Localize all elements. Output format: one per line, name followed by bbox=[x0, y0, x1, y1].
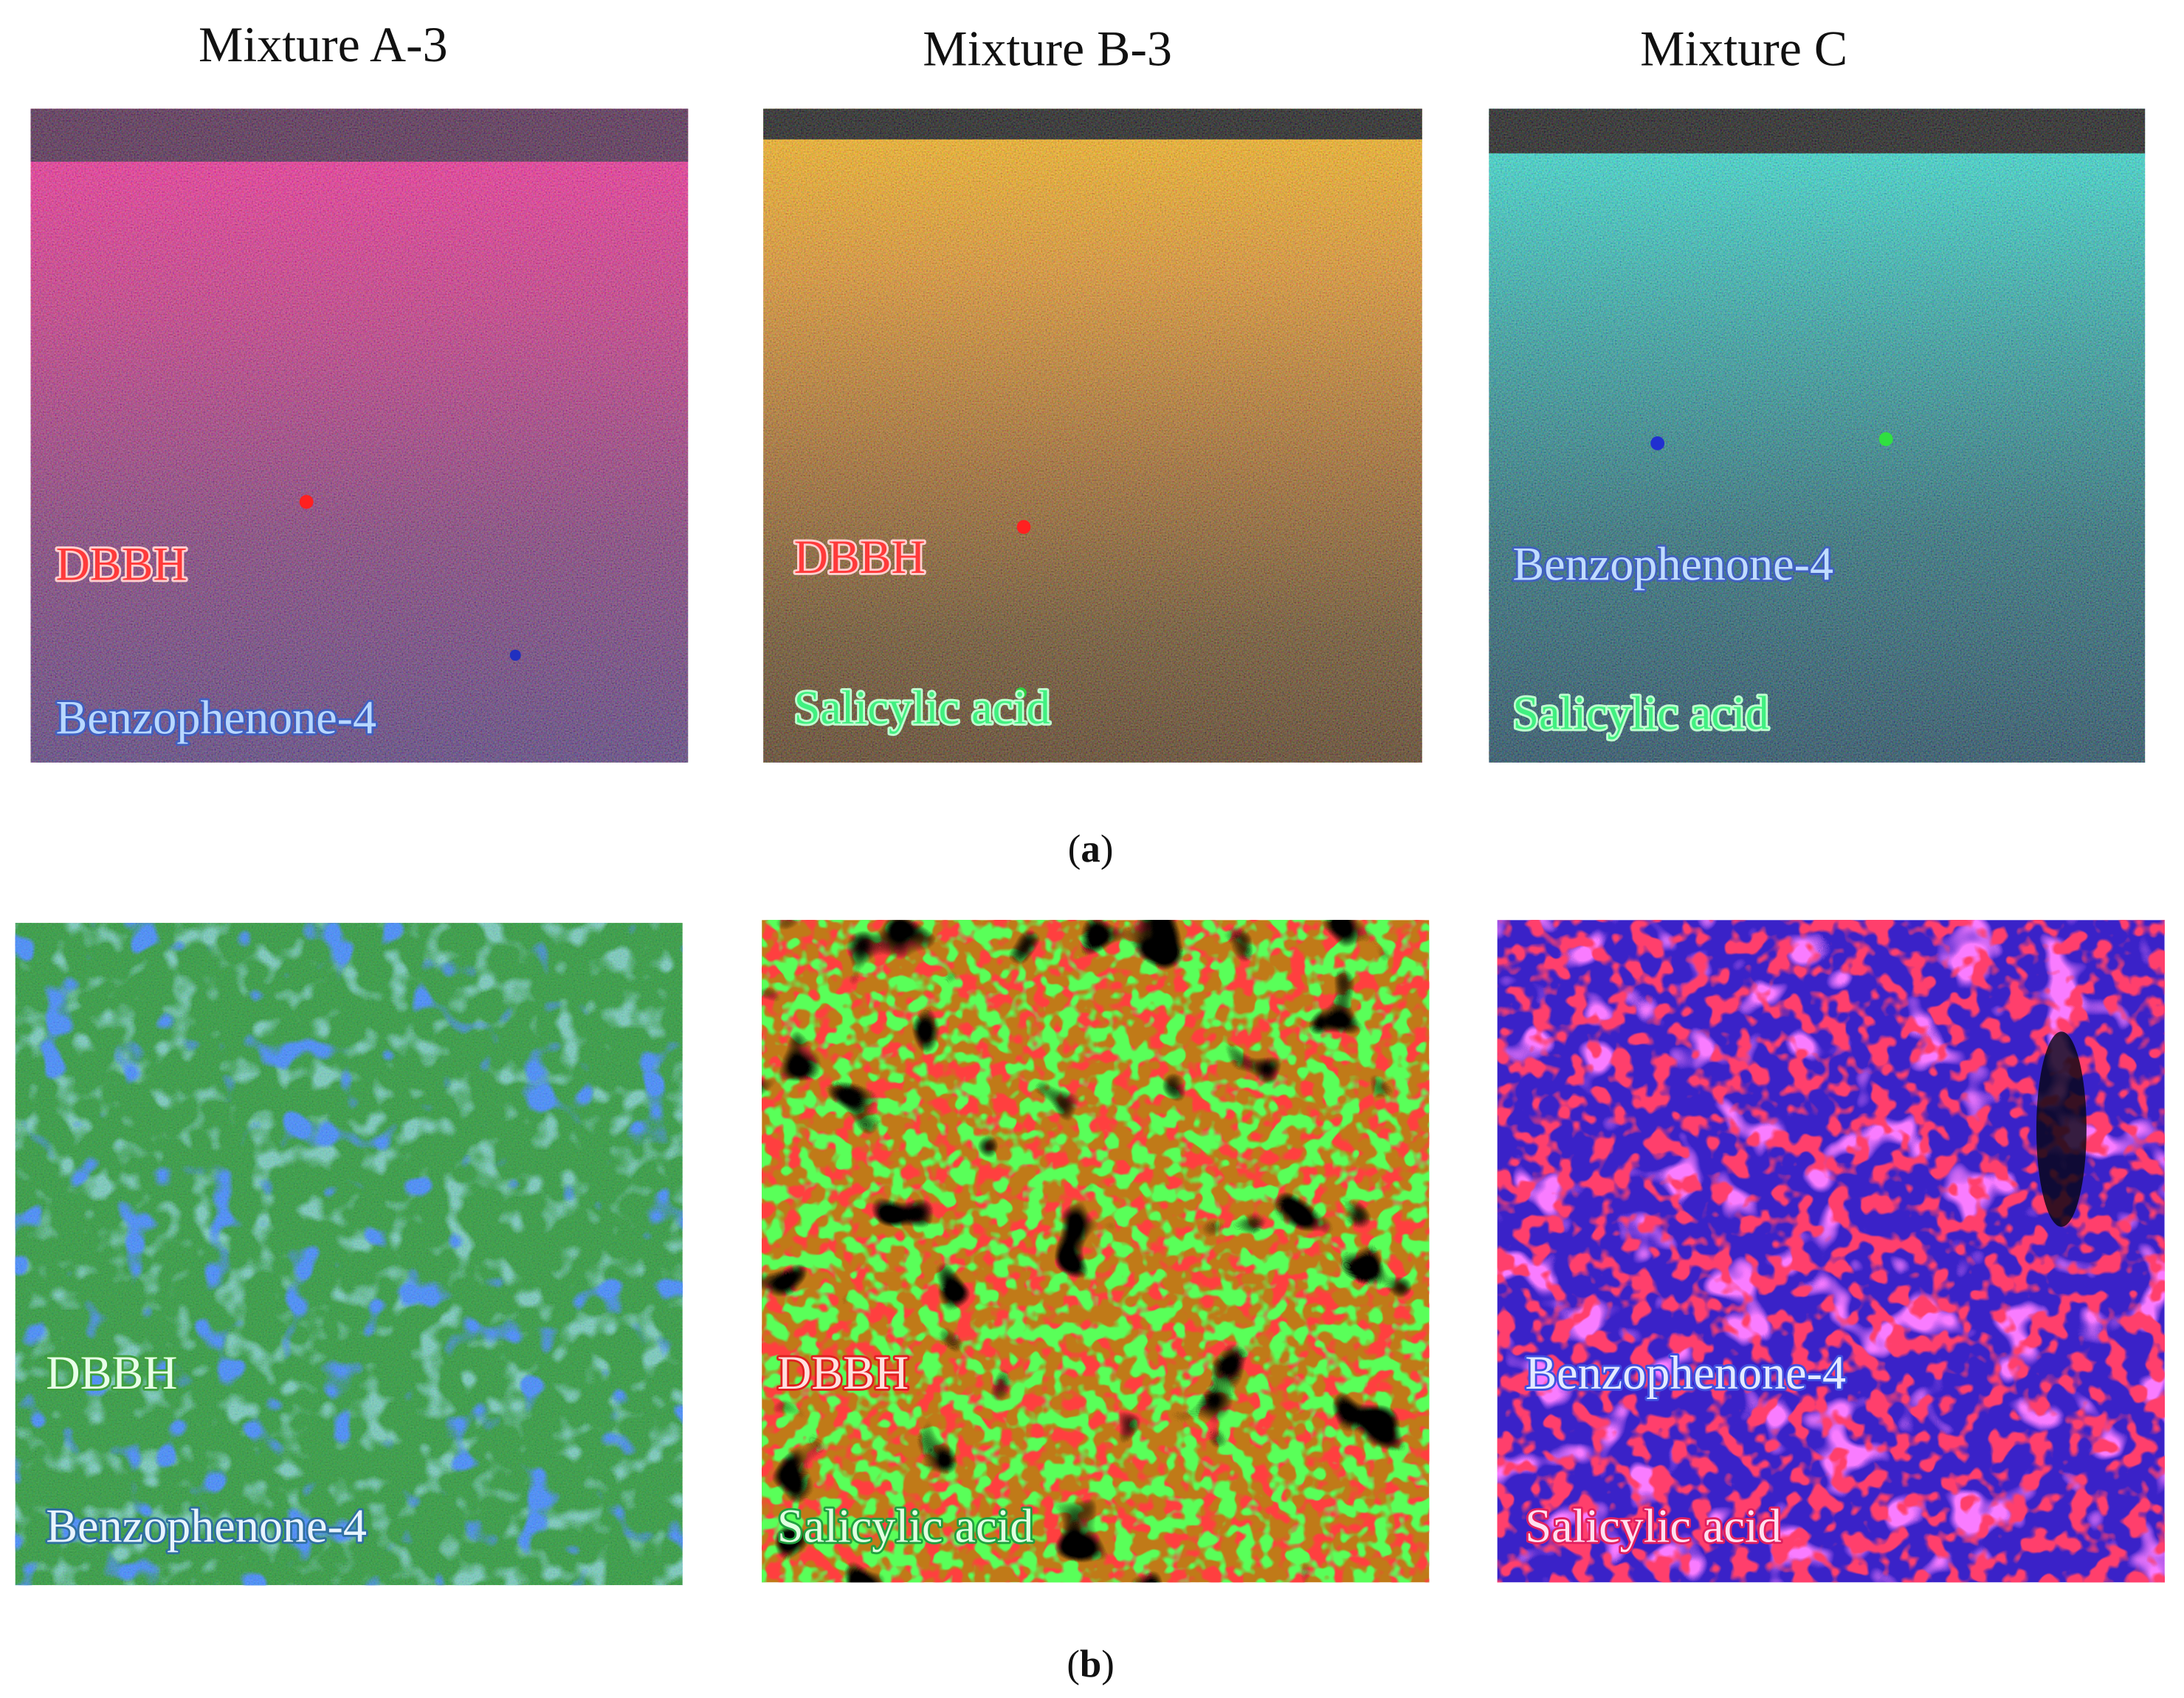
caption: (a) bbox=[1068, 828, 1114, 870]
image-a-3: Benzophenone-4 Salicylic acid bbox=[1489, 109, 2146, 763]
spot bbox=[1878, 432, 1893, 447]
caption-letter: b bbox=[1080, 1643, 1101, 1686]
caption-part: ( bbox=[1067, 1643, 1080, 1686]
caption: (b) bbox=[1067, 1643, 1115, 1686]
spot bbox=[1015, 687, 1027, 699]
image-b-2: DBBH Salicylic acid bbox=[762, 920, 1430, 1583]
image-noise bbox=[15, 923, 683, 1586]
image-label: DBBH bbox=[46, 1347, 177, 1399]
image-blobs bbox=[1497, 920, 2165, 1583]
spot bbox=[1650, 436, 1665, 450]
image-label: Salicylic acid bbox=[777, 1499, 1033, 1552]
image-label: DBBH bbox=[777, 1347, 909, 1399]
image-label: Salicylic acid bbox=[1512, 687, 1768, 740]
image-label: DBBH bbox=[794, 531, 926, 583]
image-b-1: DBBH Benzophenone-4 bbox=[15, 923, 683, 1586]
image-a-1: DBBH Benzophenone-4 bbox=[30, 109, 689, 763]
image-label: Benzophenone-4 bbox=[46, 1499, 367, 1552]
image-a-2: DBBH Salicylic acid bbox=[763, 109, 1422, 763]
image-label: Salicylic acid bbox=[794, 681, 1050, 734]
image-label: Benzophenone-4 bbox=[1525, 1347, 1846, 1399]
spot bbox=[509, 649, 521, 661]
column-title: Mixture A-3 bbox=[199, 16, 448, 72]
caption-part: ( bbox=[1068, 828, 1081, 870]
image-blobs bbox=[762, 920, 1430, 1583]
column-title: Mixture C bbox=[1640, 21, 1847, 77]
image-noise bbox=[30, 109, 689, 763]
spot bbox=[1016, 520, 1031, 535]
dark-region bbox=[2036, 1031, 2087, 1227]
column-title: Mixture B-3 bbox=[923, 21, 1172, 77]
spot bbox=[299, 495, 314, 509]
image-label: DBBH bbox=[55, 538, 187, 591]
image-noise bbox=[763, 109, 1422, 763]
image-noise bbox=[1489, 109, 2146, 763]
caption-part: ) bbox=[1101, 1643, 1115, 1686]
caption-letter: a bbox=[1081, 828, 1100, 870]
image-label: Salicylic acid bbox=[1525, 1499, 1781, 1552]
image-label: Benzophenone-4 bbox=[1512, 538, 1833, 591]
image-b-3: Benzophenone-4 Salicylic acid bbox=[1497, 920, 2165, 1583]
image-label: Benzophenone-4 bbox=[55, 691, 376, 743]
caption-part: ) bbox=[1100, 828, 1114, 870]
